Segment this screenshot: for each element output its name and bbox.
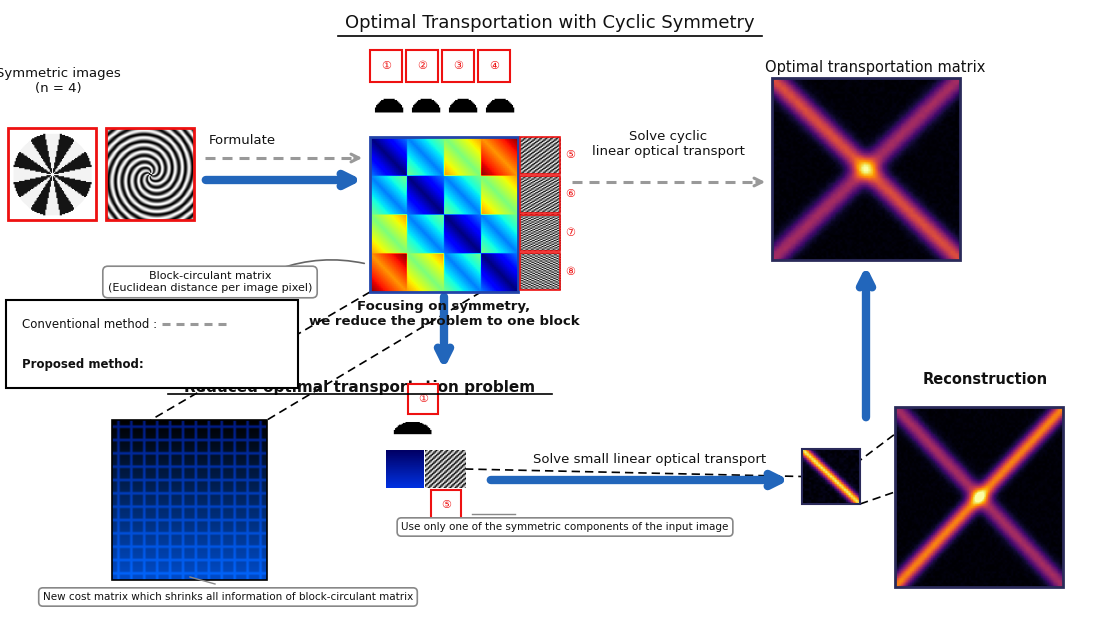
Bar (520, 137, 560, 174)
Bar (442, 50, 474, 82)
Bar (8, 128, 96, 220)
Text: Use only one of the symmetric components of the input image: Use only one of the symmetric components… (402, 522, 728, 532)
Text: Block-circulant matrix
(Euclidean distance per image pixel): Block-circulant matrix (Euclidean distan… (108, 271, 312, 293)
Bar (370, 50, 402, 82)
Text: ④: ④ (490, 61, 499, 71)
Bar (408, 384, 438, 414)
Bar (431, 490, 461, 520)
Bar (520, 253, 560, 290)
Text: Reduced optimal transportation problem: Reduced optimal transportation problem (185, 380, 536, 395)
Text: ③: ③ (453, 61, 463, 71)
Bar (520, 176, 560, 212)
Text: New cost matrix which shrinks all information of block-circulant matrix: New cost matrix which shrinks all inform… (43, 592, 414, 602)
Bar (6, 300, 298, 388)
Text: Optimal Transportation with Cyclic Symmetry: Optimal Transportation with Cyclic Symme… (345, 14, 755, 32)
Bar (370, 137, 518, 292)
Bar (520, 214, 560, 252)
Text: Conventional method :: Conventional method : (22, 317, 157, 331)
Bar (772, 78, 960, 260)
Text: ⑥: ⑥ (565, 189, 575, 199)
Text: Optimal transportation matrix: Optimal transportation matrix (764, 60, 986, 75)
Text: Solve cyclic
linear optical transport: Solve cyclic linear optical transport (592, 130, 745, 158)
Bar (112, 420, 267, 580)
Text: ①: ① (381, 61, 390, 71)
Bar (802, 449, 860, 504)
Bar (895, 407, 1063, 587)
Bar (106, 128, 194, 220)
Text: ⑧: ⑧ (565, 267, 575, 277)
Text: Proposed method:: Proposed method: (22, 358, 144, 370)
Text: Solve small linear optical transport: Solve small linear optical transport (534, 454, 767, 466)
Text: Reconstruction: Reconstruction (923, 372, 1047, 387)
Text: ⑦: ⑦ (565, 228, 575, 238)
Text: Focusing on symmetry,
we reduce the problem to one block: Focusing on symmetry, we reduce the prob… (309, 300, 580, 328)
Text: Symmetric images
(n = 4): Symmetric images (n = 4) (0, 67, 120, 95)
Text: ①: ① (418, 394, 428, 404)
Text: ②: ② (417, 61, 427, 71)
Bar (406, 50, 438, 82)
Text: ⑤: ⑤ (441, 500, 451, 510)
Bar (478, 50, 510, 82)
Text: Formulate: Formulate (208, 133, 276, 147)
Text: ⑤: ⑤ (565, 150, 575, 161)
